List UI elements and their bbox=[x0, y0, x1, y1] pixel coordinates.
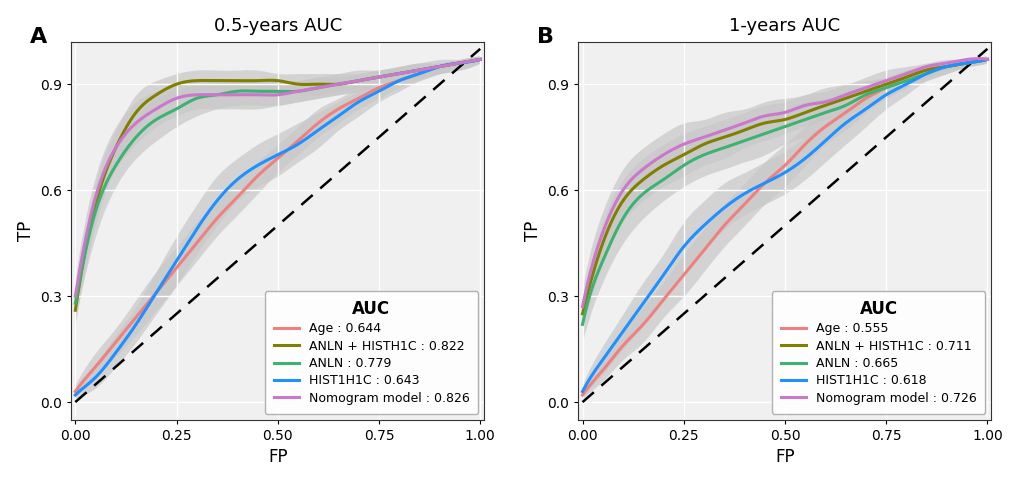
X-axis label: FP: FP bbox=[268, 448, 287, 466]
Title: 1-years AUC: 1-years AUC bbox=[729, 17, 840, 35]
Title: 0.5-years AUC: 0.5-years AUC bbox=[213, 17, 341, 35]
Text: A: A bbox=[30, 27, 47, 47]
Text: B: B bbox=[537, 27, 553, 47]
Y-axis label: TP: TP bbox=[524, 221, 541, 241]
Y-axis label: TP: TP bbox=[16, 221, 35, 241]
Legend: Age : 0.644, ANLN + HISTH1C : 0.822, ANLN : 0.779, HIST1H1C : 0.643, Nomogram mo: Age : 0.644, ANLN + HISTH1C : 0.822, ANL… bbox=[265, 291, 478, 413]
Legend: Age : 0.555, ANLN + HISTH1C : 0.711, ANLN : 0.665, HIST1H1C : 0.618, Nomogram mo: Age : 0.555, ANLN + HISTH1C : 0.711, ANL… bbox=[771, 291, 984, 413]
X-axis label: FP: FP bbox=[774, 448, 794, 466]
